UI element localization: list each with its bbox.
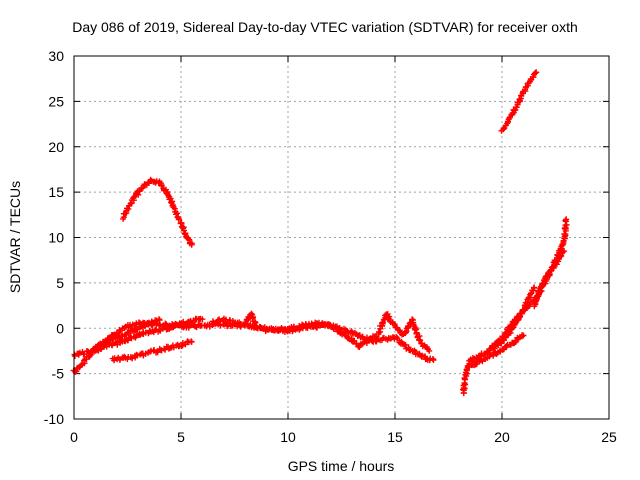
y-tick-label: 5 — [56, 275, 64, 291]
series-arc-5 — [120, 176, 195, 248]
data-point — [533, 69, 540, 76]
x-tick-label: 25 — [601, 429, 617, 445]
data-point — [199, 316, 206, 323]
x-tick-label: 20 — [494, 429, 510, 445]
series-arc-3 — [92, 316, 163, 350]
y-tick-label: -5 — [52, 366, 65, 382]
y-tick-label: -10 — [44, 411, 64, 427]
data-point — [430, 357, 437, 363]
data-point — [406, 346, 413, 353]
y-tick-label: 0 — [56, 320, 64, 336]
x-tick-label: 0 — [70, 429, 78, 445]
data-point — [175, 216, 182, 223]
x-tick-label: 10 — [280, 429, 296, 445]
grid — [74, 56, 609, 419]
data-point — [133, 333, 139, 340]
data-point — [520, 332, 527, 339]
data-point — [158, 182, 165, 188]
x-tick-label: 15 — [387, 429, 403, 445]
x-tick-label: 5 — [177, 429, 185, 445]
x-axis-label: GPS time / hours — [288, 458, 395, 474]
tick-labels: 0 5 10 15 20 25 -10 -5 0 5 10 15 20 25 30 — [44, 48, 617, 445]
series-arc-6 — [209, 310, 433, 354]
data-point — [248, 310, 255, 317]
y-axis-label: SDTVAR / TECUs — [7, 181, 23, 293]
data-point — [532, 70, 538, 77]
data-point — [413, 329, 420, 336]
data-point — [156, 317, 163, 324]
y-tick-label: 10 — [48, 230, 64, 246]
series-arc-10 — [531, 248, 568, 310]
data-point — [190, 319, 197, 326]
data-point — [134, 352, 141, 359]
series-arc-4 — [109, 338, 195, 364]
data-point — [188, 241, 195, 248]
y-tick-label: 15 — [48, 184, 64, 200]
data-point — [561, 248, 568, 255]
data-point — [426, 347, 433, 354]
y-tick-label: 25 — [48, 93, 64, 109]
data-point — [182, 230, 189, 237]
series-arc-8 — [466, 332, 527, 370]
data-point — [188, 338, 195, 345]
data-point — [563, 216, 570, 223]
y-tick-label: 20 — [48, 139, 64, 155]
data-point — [512, 339, 519, 345]
data-point — [503, 342, 510, 349]
data-point — [417, 337, 424, 344]
series-arc-2 — [71, 315, 206, 360]
data-point — [125, 205, 132, 212]
data-point — [96, 342, 103, 349]
data-marks — [70, 69, 570, 397]
chart-title: Day 086 of 2019, Sidereal Day-to-day VTE… — [72, 19, 578, 35]
data-point — [562, 217, 569, 224]
data-point — [531, 284, 538, 291]
y-tick-label: 30 — [48, 48, 64, 64]
series-arc-11 — [498, 69, 540, 134]
data-point — [558, 253, 565, 259]
plot-frame — [73, 55, 610, 420]
data-point — [557, 253, 564, 260]
data-point — [391, 321, 398, 328]
